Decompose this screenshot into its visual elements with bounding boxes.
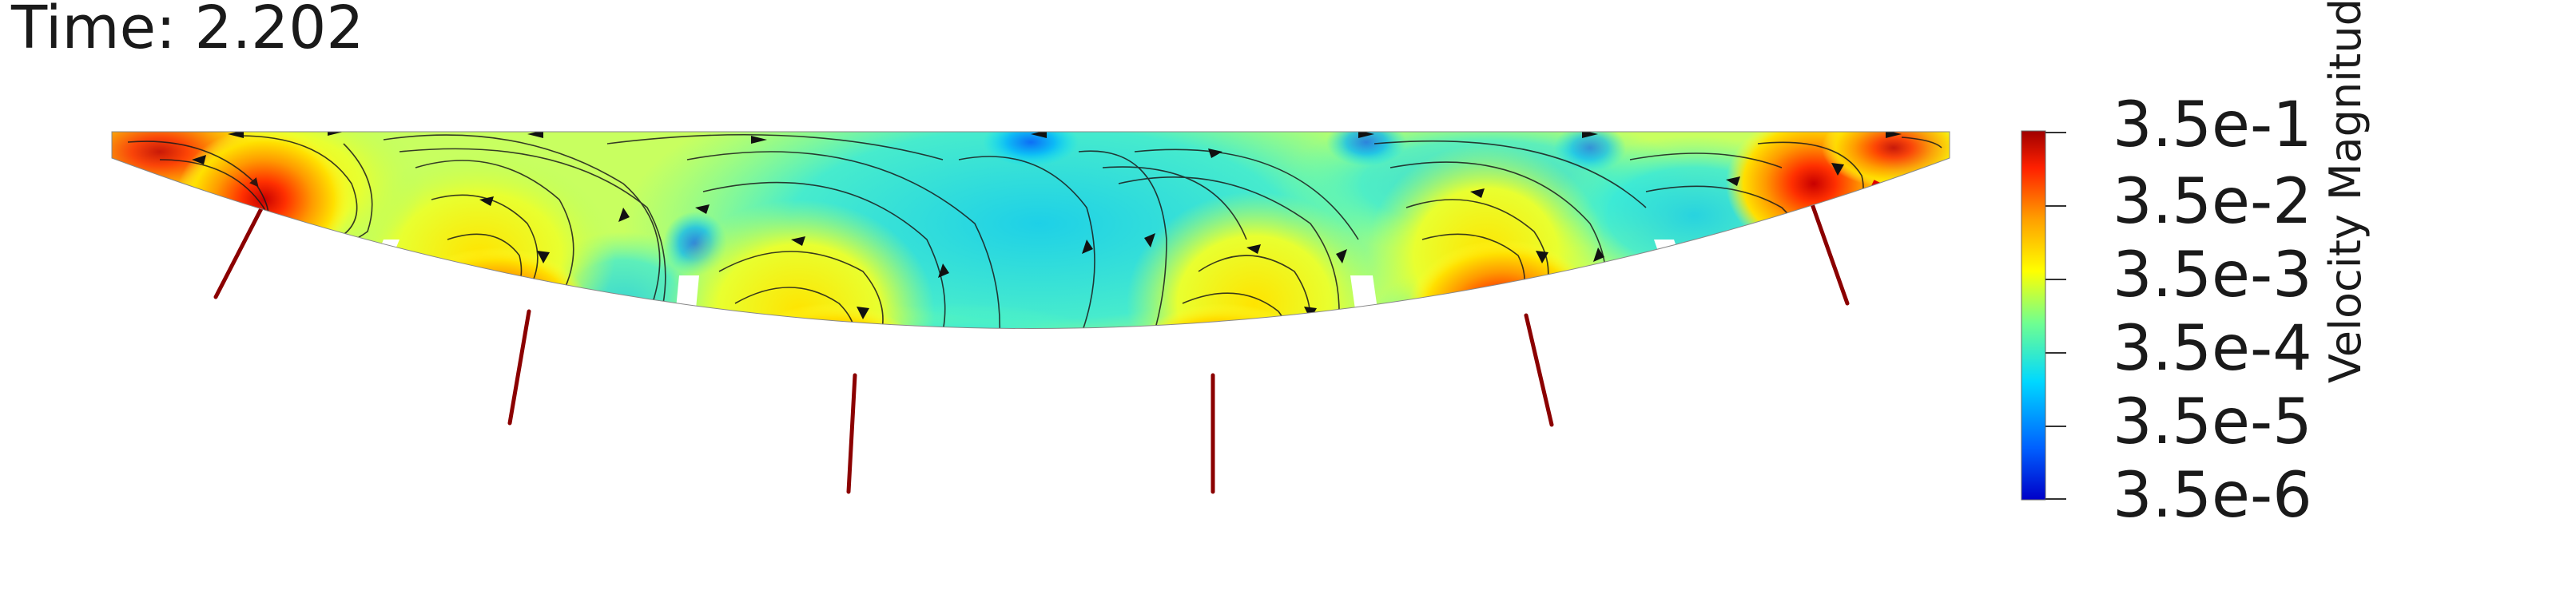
fluid-domain (112, 132, 1950, 329)
colorbar-tick-label: 3.5e-5 (2113, 386, 2312, 458)
colorbar-gradient (2021, 130, 2046, 501)
colorbar-tick-label: 3.5e-3 (2113, 240, 2312, 311)
colorbar (2021, 130, 2066, 501)
colorbar-tick-label: 3.5e-1 (2113, 89, 2312, 161)
domain-outline (111, 131, 1950, 329)
colorbar-tick-label: 3.5e-4 (2113, 313, 2312, 385)
colorbar-title: Velocity Magnitude (2320, 0, 2371, 383)
colorbar-tick-label: 3.5e-2 (2113, 166, 2312, 238)
time-label: Time: 2.202 (11, 0, 364, 62)
colorbar-tick-label: 3.5e-6 (2113, 460, 2312, 532)
colorbar-ticks (2045, 132, 2066, 500)
